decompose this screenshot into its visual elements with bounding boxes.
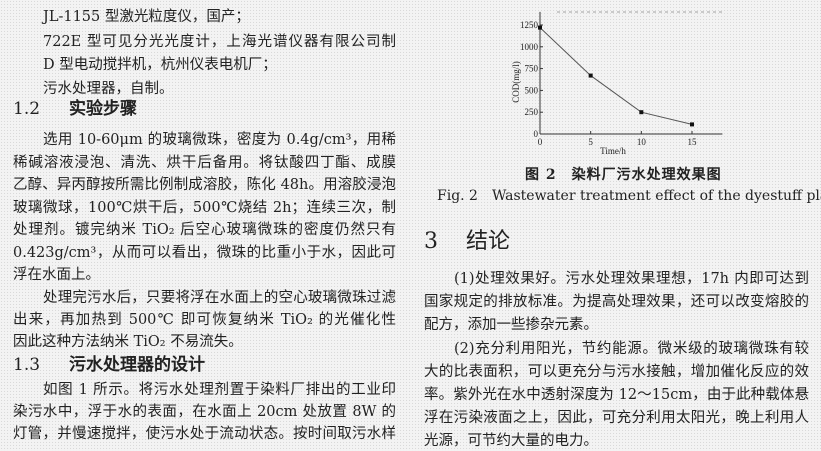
y-tick-label: 1000 xyxy=(520,42,539,52)
figure-caption-en: Fig. 2 Wastewater treatment effect of th… xyxy=(437,188,821,204)
x-axis-label: Time/h xyxy=(600,146,626,156)
section-title: 结论 xyxy=(466,229,511,254)
text-line: 稀碱溶液浸泡、清洗、烘干后备用。将钛酸四丁酯、成膜剂、 xyxy=(13,155,396,171)
text-line: 722E 型可见分光光度计，上海光谱仪器有限公司制造； xyxy=(43,34,396,50)
data-point xyxy=(538,25,542,30)
text-line: (2)充分利用阳光，节约能源。微米级的玻璃微珠有较 xyxy=(454,341,809,357)
section-number: 3 xyxy=(424,229,438,254)
text-line: 污水处理器，自制。 xyxy=(43,81,174,97)
text-line: 因此这种方法纳米 TiO₂ 不易流失。 xyxy=(13,334,243,350)
section-number: 1.3 xyxy=(13,355,41,375)
text-line: 出来，再加热到 500℃ 即可恢复纳米 TiO₂ 的光催化性能。 xyxy=(13,312,396,328)
series-line xyxy=(539,27,693,125)
text-line: 处理剂。镀完纳米 TiO₂ 后空心玻璃微珠的密度仍然只有 xyxy=(13,222,396,238)
data-point xyxy=(639,110,644,115)
text-line: 大的比表面积，可以更充分与污水接触，增加催化反应的效 xyxy=(424,364,809,380)
data-point xyxy=(690,122,694,127)
y-tick-label: 250 xyxy=(525,107,539,117)
text-line: 染污水中，浮于水的表面，在水面上 20cm 处放置 8W 的紫外 xyxy=(13,404,396,420)
text-line: 乙醇、异丙醇按所需比例制成溶胶，陈化 48h。用溶胶浸泡 xyxy=(13,177,396,193)
text-line: JL-1155 型激光粒度仪，国产； xyxy=(43,9,250,25)
text-line: 选用 10-60μm 的玻璃微珠，密度为 0.4g/cm³，用稀酸、 xyxy=(43,132,396,148)
text-line: (1)处理效果好。污水处理效果理想，17h 内即可达到 xyxy=(454,271,809,287)
text-line: 玻璃微球，100℃烘干后，500℃烧结 2h；连续三次，制成污水 xyxy=(13,200,396,216)
section-number: 1.2 xyxy=(13,99,41,119)
section-title: 污水处理器的设计 xyxy=(69,355,205,375)
section-heading-3: 3 结论 xyxy=(424,229,510,255)
y-tick-label: 1250 xyxy=(520,20,539,30)
text-line: 0.423g/cm³，从而可以看出，微珠的比重小于水，因此可以 xyxy=(13,245,396,261)
x-tick-label: 5 xyxy=(588,137,593,147)
y-tick-label: 750 xyxy=(525,64,539,74)
text-line: 配方，添加一些掺杂元素。 xyxy=(424,317,598,333)
y-axis-label: COD(mg/l) xyxy=(511,61,521,103)
text-line: 如图 1 所示。将污水处理剂置于染料厂排出的工业印 xyxy=(43,382,396,398)
x-tick-label: 0 xyxy=(538,137,543,147)
cod-line-chart: 0 250 500 750 1000 1250 0 5 10 15 Time/h COD(mg/l) xyxy=(511,11,723,156)
x-tick-label: 15 xyxy=(688,137,698,147)
section-title: 实验步骤 xyxy=(69,99,137,119)
text-line: 灯管，并慢速搅拌，使污水处于流动状态。按时间取污水样 xyxy=(13,426,396,442)
text-line: 处理完污水后，只要将浮在水面上的空心玻璃微珠过滤 xyxy=(43,290,396,306)
text-line: 国家规定的排放标准。为提高处理效果，还可以改变熔胶的 xyxy=(424,294,809,310)
y-tick-label: 0 xyxy=(534,129,539,139)
text-line: 浮在水面上。 xyxy=(13,267,100,283)
section-heading-1-2: 1.2 实验步骤 xyxy=(13,98,137,120)
text-line: 光源，可节约大量的电力。 xyxy=(424,433,598,449)
text-line: 浮在污染液面之上，因此，可充分利用太阳光，晚上利用人造 xyxy=(424,410,809,426)
section-heading-1-3: 1.3 污水处理器的设计 xyxy=(13,354,205,376)
text-line: 率。紫外光在水中透射深度为 12～15cm，由于此种载体悬 xyxy=(424,387,809,403)
x-tick-label: 10 xyxy=(637,137,647,147)
figure-caption-cn: 图 2 染料厂污水处理效果图 xyxy=(525,167,722,183)
data-point xyxy=(588,73,593,78)
y-tick-label: 500 xyxy=(525,85,539,95)
text-line: D 型电动搅拌机，杭州仪表电机厂； xyxy=(43,57,277,73)
